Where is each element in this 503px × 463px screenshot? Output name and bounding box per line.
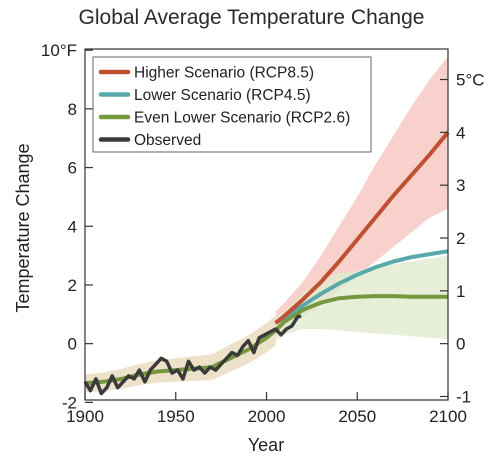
x-tick-label: 2000 xyxy=(248,407,286,426)
chart-title: Global Average Temperature Change xyxy=(78,6,425,29)
historical-model-band xyxy=(85,315,276,393)
rcp85-uncertainty-band xyxy=(275,56,448,335)
x-tick-label: 2100 xyxy=(429,407,467,426)
x-tick-label: 1900 xyxy=(66,407,104,426)
rcp26-line xyxy=(274,294,448,332)
right-tick-label: 4 xyxy=(456,123,465,142)
right-tick-label: -1 xyxy=(456,387,471,406)
legend-label: Even Lower Scenario (RCP2.6) xyxy=(134,110,350,127)
right-tick-label: 2 xyxy=(456,229,465,248)
left-tick-label: 6 xyxy=(68,159,77,178)
left-tick-label: 4 xyxy=(68,217,77,236)
legend-box xyxy=(92,56,372,153)
left-tick-label: 2 xyxy=(68,276,77,295)
left-tick-label: 0 xyxy=(68,335,77,354)
left-tick-label: -2 xyxy=(62,393,77,412)
right-tick-label: 5°C xyxy=(456,71,485,90)
legend-label: Lower Scenario (RCP4.5) xyxy=(134,87,311,104)
x-tick-label: 2050 xyxy=(338,407,376,426)
y-axis-title: Temperature Change xyxy=(13,143,33,312)
x-axis-title: Year xyxy=(248,435,284,455)
right-tick-label: 0 xyxy=(456,335,465,354)
x-axis: 1900 1950 2000 2050 2100 xyxy=(66,392,467,426)
left-tick-label: 10°F xyxy=(41,41,77,60)
left-tick-label: 8 xyxy=(68,100,77,119)
observed-line xyxy=(83,314,302,396)
legend-label: Higher Scenario (RCP8.5) xyxy=(134,65,314,82)
legend: Higher Scenario (RCP8.5) Lower Scenario (… xyxy=(92,56,372,153)
left-axis: 10°F 8 6 4 2 0 -2 xyxy=(41,41,93,412)
legend-label: Observed xyxy=(134,132,201,149)
right-tick-label: 3 xyxy=(456,176,465,195)
rcp85-line xyxy=(274,131,450,325)
right-tick-label: 1 xyxy=(456,282,465,301)
series-lines xyxy=(83,131,450,396)
x-tick-label: 1950 xyxy=(157,407,195,426)
rcp45-line xyxy=(274,249,449,325)
right-axis: 5°C 4 3 2 1 0 -1 xyxy=(440,71,485,406)
